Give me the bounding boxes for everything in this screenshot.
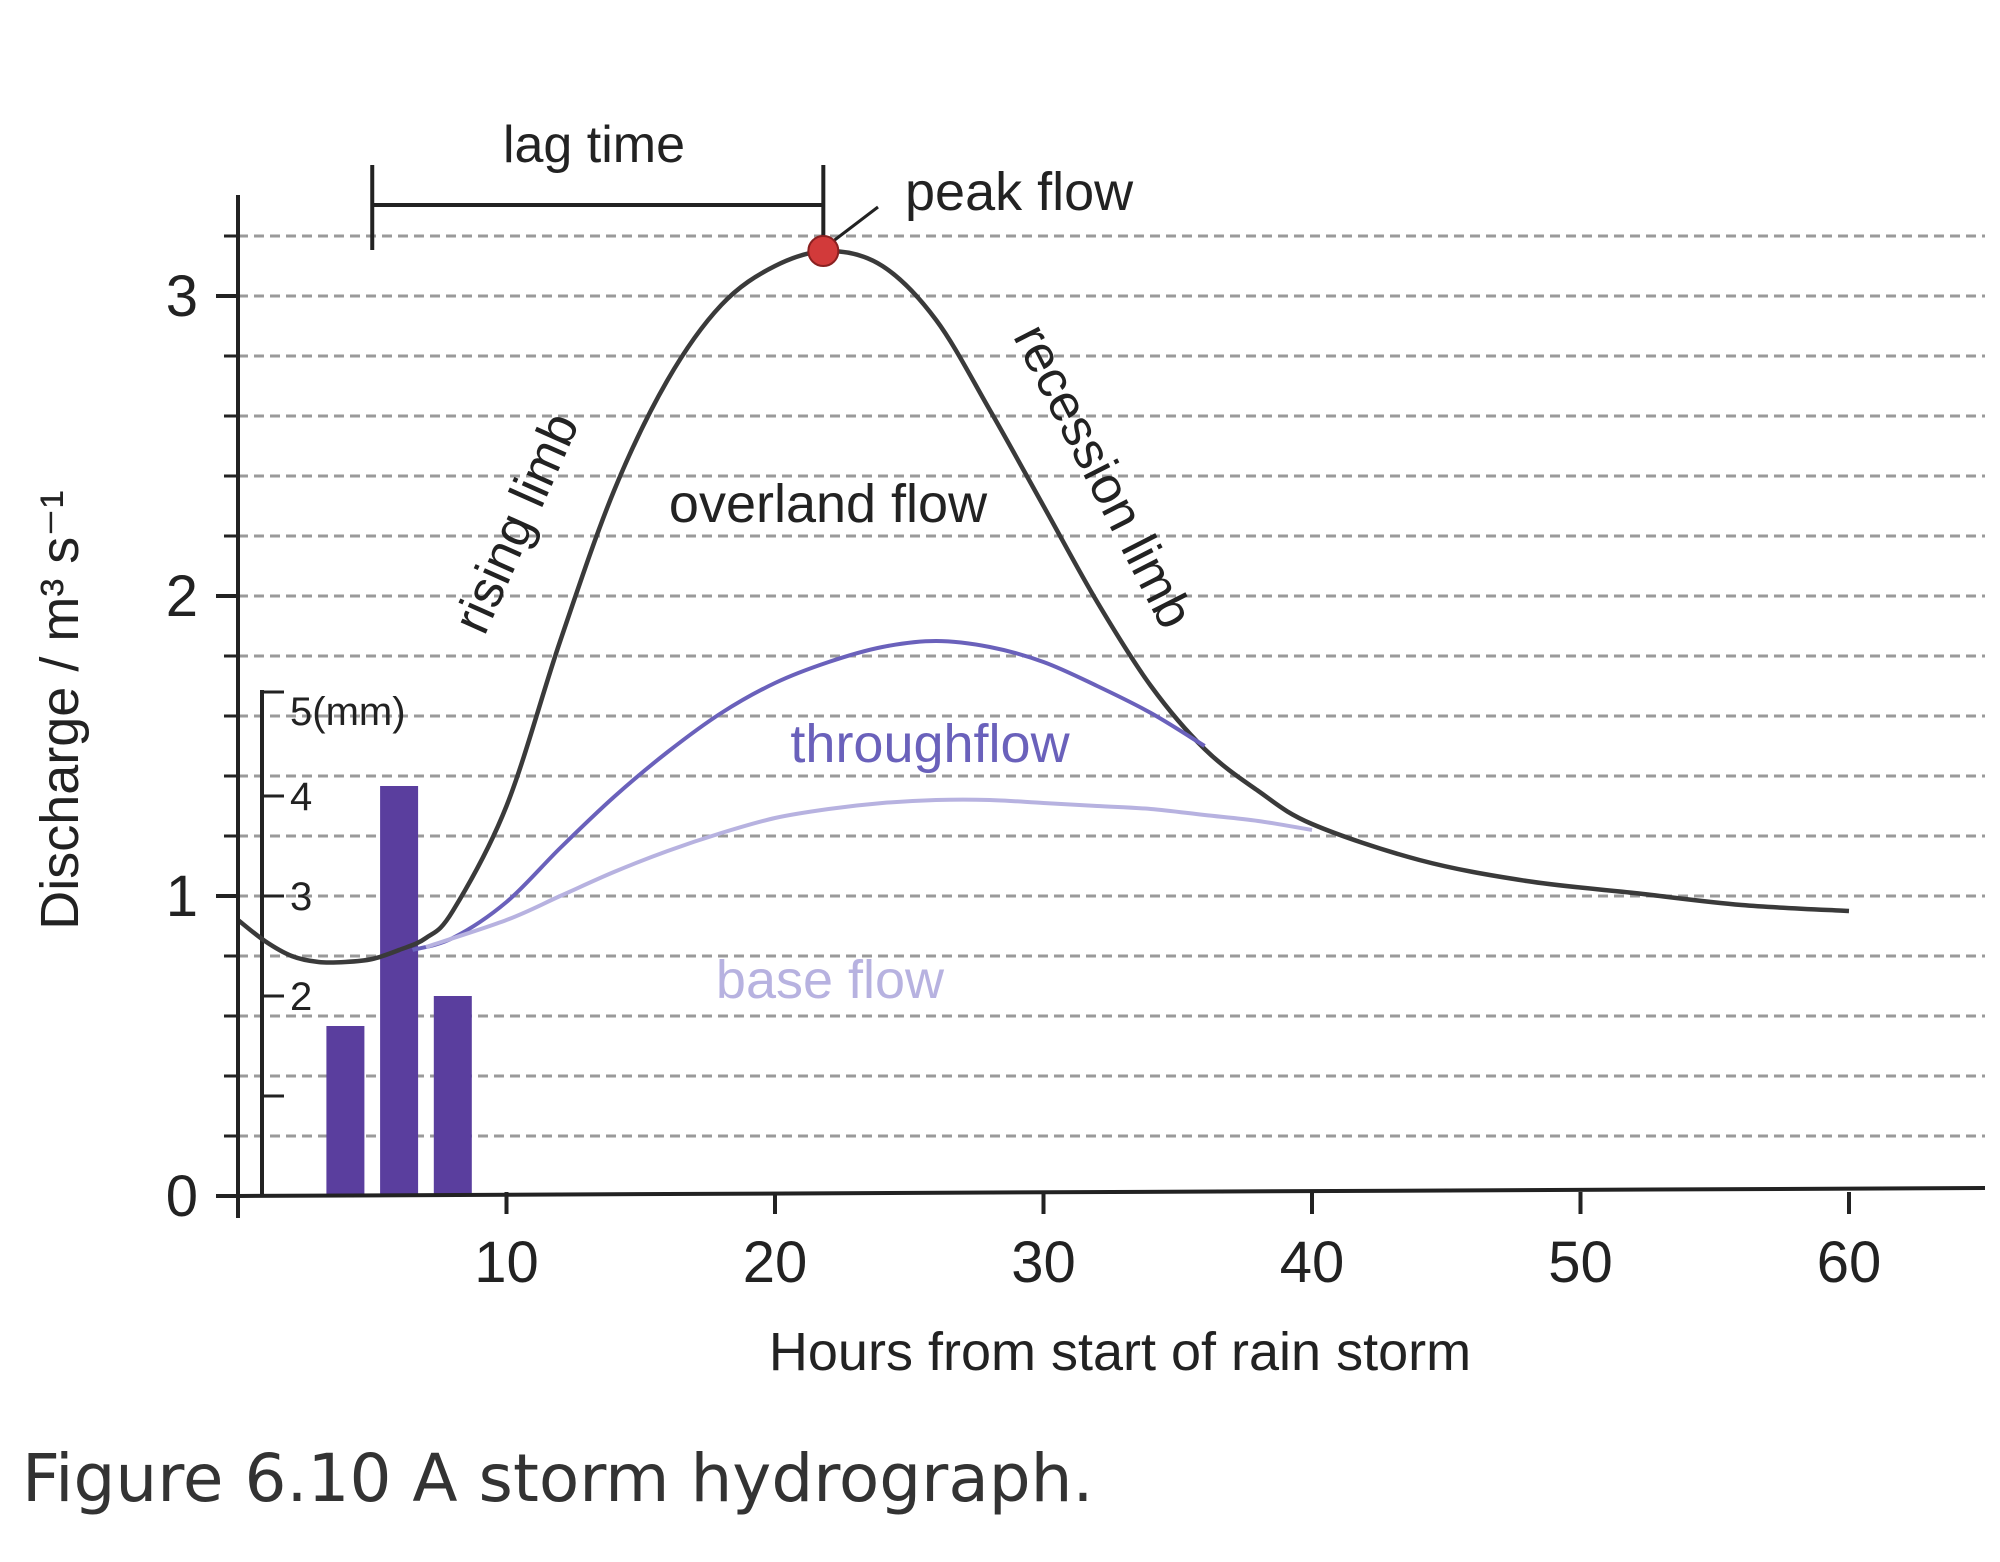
x-tick-label: 60 xyxy=(1817,1230,1882,1295)
annotation-base-flow: base flow xyxy=(716,950,945,1010)
y-tick-label: 2 xyxy=(166,564,198,629)
x-tick-label: 20 xyxy=(743,1230,808,1295)
y-tick-label: 3 xyxy=(166,264,198,329)
gridlines xyxy=(238,234,1985,1138)
annotation-lag-time: rising limb xyxy=(442,404,590,641)
rainfall-axis-label: 5(mm) xyxy=(290,690,406,734)
throughflow-line xyxy=(411,638,1206,952)
x-axis-label: Hours from start of rain storm xyxy=(769,1322,1471,1382)
x-tick-label: 40 xyxy=(1280,1230,1345,1295)
x-axis-line xyxy=(237,1186,1986,1198)
x-tick-label: 10 xyxy=(474,1230,539,1295)
y-axis-label: Discharge / m³ s⁻¹ xyxy=(30,490,90,930)
rainfall-bar xyxy=(380,786,419,1196)
rainfall-axis-tick-label: 3 xyxy=(290,875,312,919)
annotation-throughflow: throughflow xyxy=(790,714,1070,774)
base-flow-line xyxy=(425,797,1313,949)
annotations xyxy=(370,165,879,267)
peak-flow-marker xyxy=(807,235,840,267)
annotation-lag-time-label: lag time xyxy=(503,116,685,174)
axes: 0 1 2 3 10 20 30 40 50 60 xyxy=(166,195,1986,1295)
figure-caption: Figure 6.10 A storm hydrograph. xyxy=(22,1440,1094,1517)
rainfall-axis-tick-label: 4 xyxy=(290,775,312,819)
rainfall-axis: 2 3 4 xyxy=(260,690,312,1196)
x-tick-label: 50 xyxy=(1548,1230,1613,1295)
rainfall-bars xyxy=(326,786,472,1196)
x-tick-label: 30 xyxy=(1011,1230,1076,1295)
rainfall-axis-tick-label: 2 xyxy=(290,975,312,1019)
annotation-overland-flow: overland flow xyxy=(669,474,988,534)
peak-flow-leader xyxy=(832,205,879,243)
rainfall-bar xyxy=(326,1026,365,1196)
rainfall-bar xyxy=(433,996,472,1196)
annotation-peak-flow: peak flow xyxy=(905,162,1134,222)
y-tick-label: 1 xyxy=(166,864,198,929)
y-tick-label: 0 xyxy=(166,1164,198,1229)
